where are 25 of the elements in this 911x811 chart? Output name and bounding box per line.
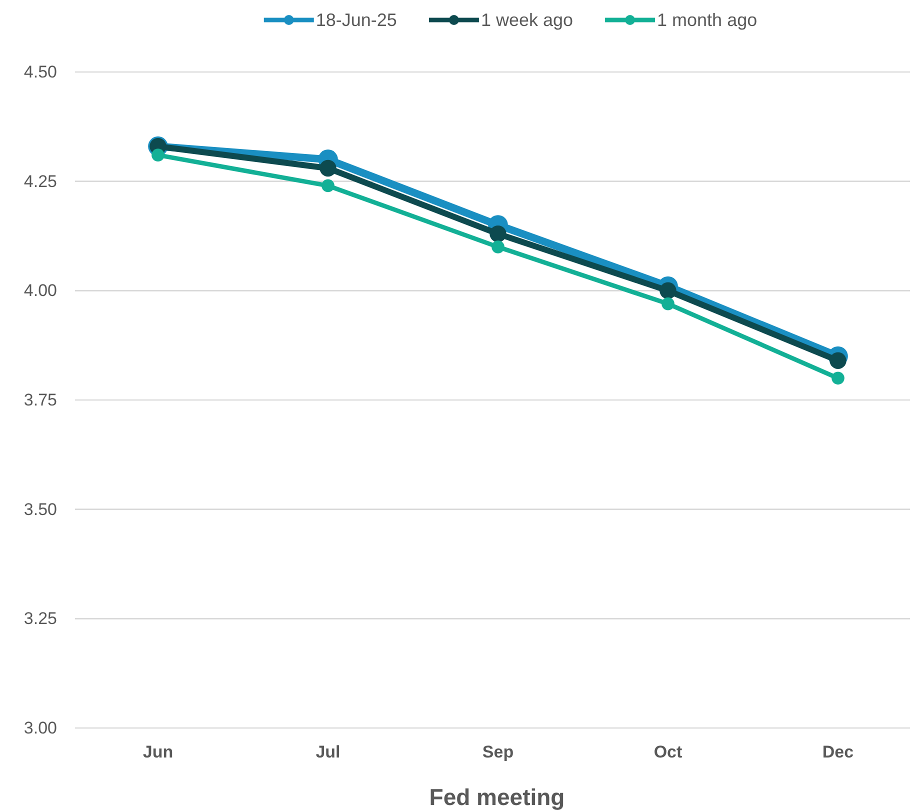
point <box>830 352 846 369</box>
x-tick-label: Jul <box>316 742 340 762</box>
y-tick-label: 3.00 <box>24 718 57 738</box>
point <box>492 240 504 254</box>
x-tick-label: Oct <box>654 742 683 762</box>
point <box>152 148 164 162</box>
legend-label: 1 month ago <box>657 10 758 30</box>
x-tick-label: Sep <box>482 742 514 762</box>
legend-label: 1 week ago <box>480 10 574 30</box>
point <box>832 372 844 385</box>
y-tick-label: 3.75 <box>24 390 57 410</box>
point <box>660 282 676 300</box>
point <box>490 225 506 242</box>
y-tick-label: 3.25 <box>24 609 57 628</box>
x-axis-title: Fed meeting <box>429 784 565 810</box>
point <box>322 179 334 192</box>
x-tick-label: Jun <box>142 742 174 762</box>
point <box>320 160 336 177</box>
legend-label: 18-Jun-25 <box>316 10 397 30</box>
y-tick-label: 3.50 <box>24 500 57 519</box>
y-tick-label: 4.50 <box>24 62 57 82</box>
x-tick-label: Dec <box>822 742 854 762</box>
y-tick-label: 4.00 <box>24 281 57 300</box>
point <box>662 297 674 310</box>
y-tick-label: 4.25 <box>24 172 57 191</box>
